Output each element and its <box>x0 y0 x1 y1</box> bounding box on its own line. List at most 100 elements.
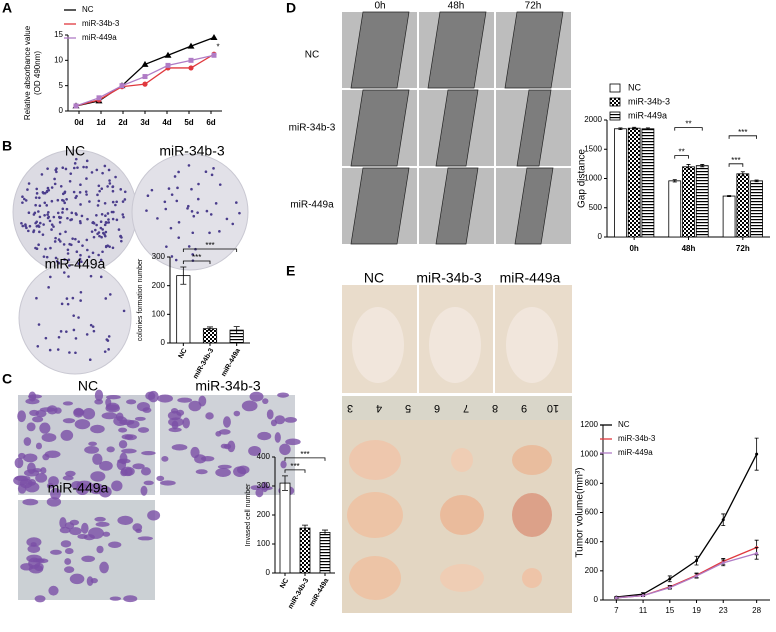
significance-bracket <box>182 248 238 253</box>
x-tick-label: 5d <box>184 118 193 127</box>
colony <box>89 323 93 327</box>
cell <box>140 485 148 496</box>
marker <box>695 574 699 578</box>
cell <box>82 407 96 420</box>
significance: *** <box>290 462 299 471</box>
marker <box>164 51 172 58</box>
marker <box>188 65 194 71</box>
cell <box>182 417 190 429</box>
colony <box>35 187 39 191</box>
cell <box>39 422 51 434</box>
y-tick-label: 0 <box>266 568 271 577</box>
colony <box>94 228 97 232</box>
colony <box>80 214 84 218</box>
colony <box>191 253 194 256</box>
x-tick-label: miR-449a <box>220 347 242 378</box>
legend-label: miR-34b-3 <box>618 434 656 443</box>
cell <box>105 398 112 407</box>
cell <box>76 480 93 489</box>
legend-label: miR-34b-3 <box>628 96 670 106</box>
colony <box>64 230 67 234</box>
colony <box>156 217 159 220</box>
colony <box>53 182 57 186</box>
cell <box>26 537 42 547</box>
colony <box>68 179 72 183</box>
colony <box>192 214 196 218</box>
cell <box>92 453 103 465</box>
colony <box>56 198 60 202</box>
colony <box>85 193 88 196</box>
colony <box>85 177 88 180</box>
legend-label: miR-449a <box>628 110 667 120</box>
colony <box>74 351 77 355</box>
colony <box>106 212 110 215</box>
colony <box>54 256 58 260</box>
cell <box>284 417 297 423</box>
marker <box>211 52 217 58</box>
cell <box>89 482 104 495</box>
cell <box>143 480 154 486</box>
cell <box>44 450 61 458</box>
x-tick-label: 0h <box>629 244 638 253</box>
cell <box>108 541 122 549</box>
y-tick-label: 500 <box>589 203 603 212</box>
colony <box>47 286 50 289</box>
panel-label: A <box>2 0 12 16</box>
ruler-number: 10 <box>547 402 559 414</box>
colony <box>75 250 79 253</box>
colony <box>61 192 65 196</box>
colony <box>187 245 191 248</box>
colony <box>205 209 209 213</box>
marker <box>188 57 194 63</box>
significance-bracket <box>728 135 757 139</box>
colony <box>38 215 42 219</box>
colony <box>225 217 229 221</box>
colony <box>63 258 66 261</box>
colony <box>99 275 103 279</box>
error-bar <box>632 126 637 130</box>
colony <box>196 197 200 201</box>
cell <box>69 573 85 585</box>
colony-dish <box>131 153 249 271</box>
marker <box>668 577 672 581</box>
cell <box>106 446 115 453</box>
colony <box>25 226 28 230</box>
cell <box>161 456 169 462</box>
y-tick-label: 0 <box>59 106 64 115</box>
legend-label: miR-449a <box>618 448 653 457</box>
colony <box>49 275 52 279</box>
colony <box>21 201 24 204</box>
mouse <box>429 307 481 383</box>
ruler-number: 7 <box>463 402 469 414</box>
colony <box>72 314 75 317</box>
cell <box>94 516 106 522</box>
colony <box>115 218 119 222</box>
ruler <box>342 396 572 420</box>
cell <box>50 487 61 500</box>
cell <box>88 441 97 446</box>
significance-bracket <box>284 469 306 473</box>
cell <box>160 480 176 486</box>
legend-swatch <box>609 97 621 107</box>
colony <box>66 216 69 220</box>
colony <box>32 230 35 234</box>
time-label: 48h <box>448 1 465 12</box>
cell <box>147 510 161 521</box>
y-tick-label: 200 <box>152 281 166 290</box>
bar <box>319 532 331 574</box>
cell <box>41 433 57 442</box>
y-tick-label: 0 <box>598 232 603 241</box>
cell <box>236 465 250 475</box>
colony <box>77 262 80 265</box>
cell <box>17 410 26 423</box>
colony <box>76 166 79 169</box>
colony <box>77 240 80 243</box>
cell <box>48 585 59 596</box>
legend-label: NC <box>82 5 94 14</box>
colony <box>79 290 83 294</box>
colony <box>96 204 100 207</box>
cell <box>50 549 62 555</box>
cell <box>84 445 100 454</box>
colony <box>78 219 82 223</box>
colony <box>21 224 25 228</box>
